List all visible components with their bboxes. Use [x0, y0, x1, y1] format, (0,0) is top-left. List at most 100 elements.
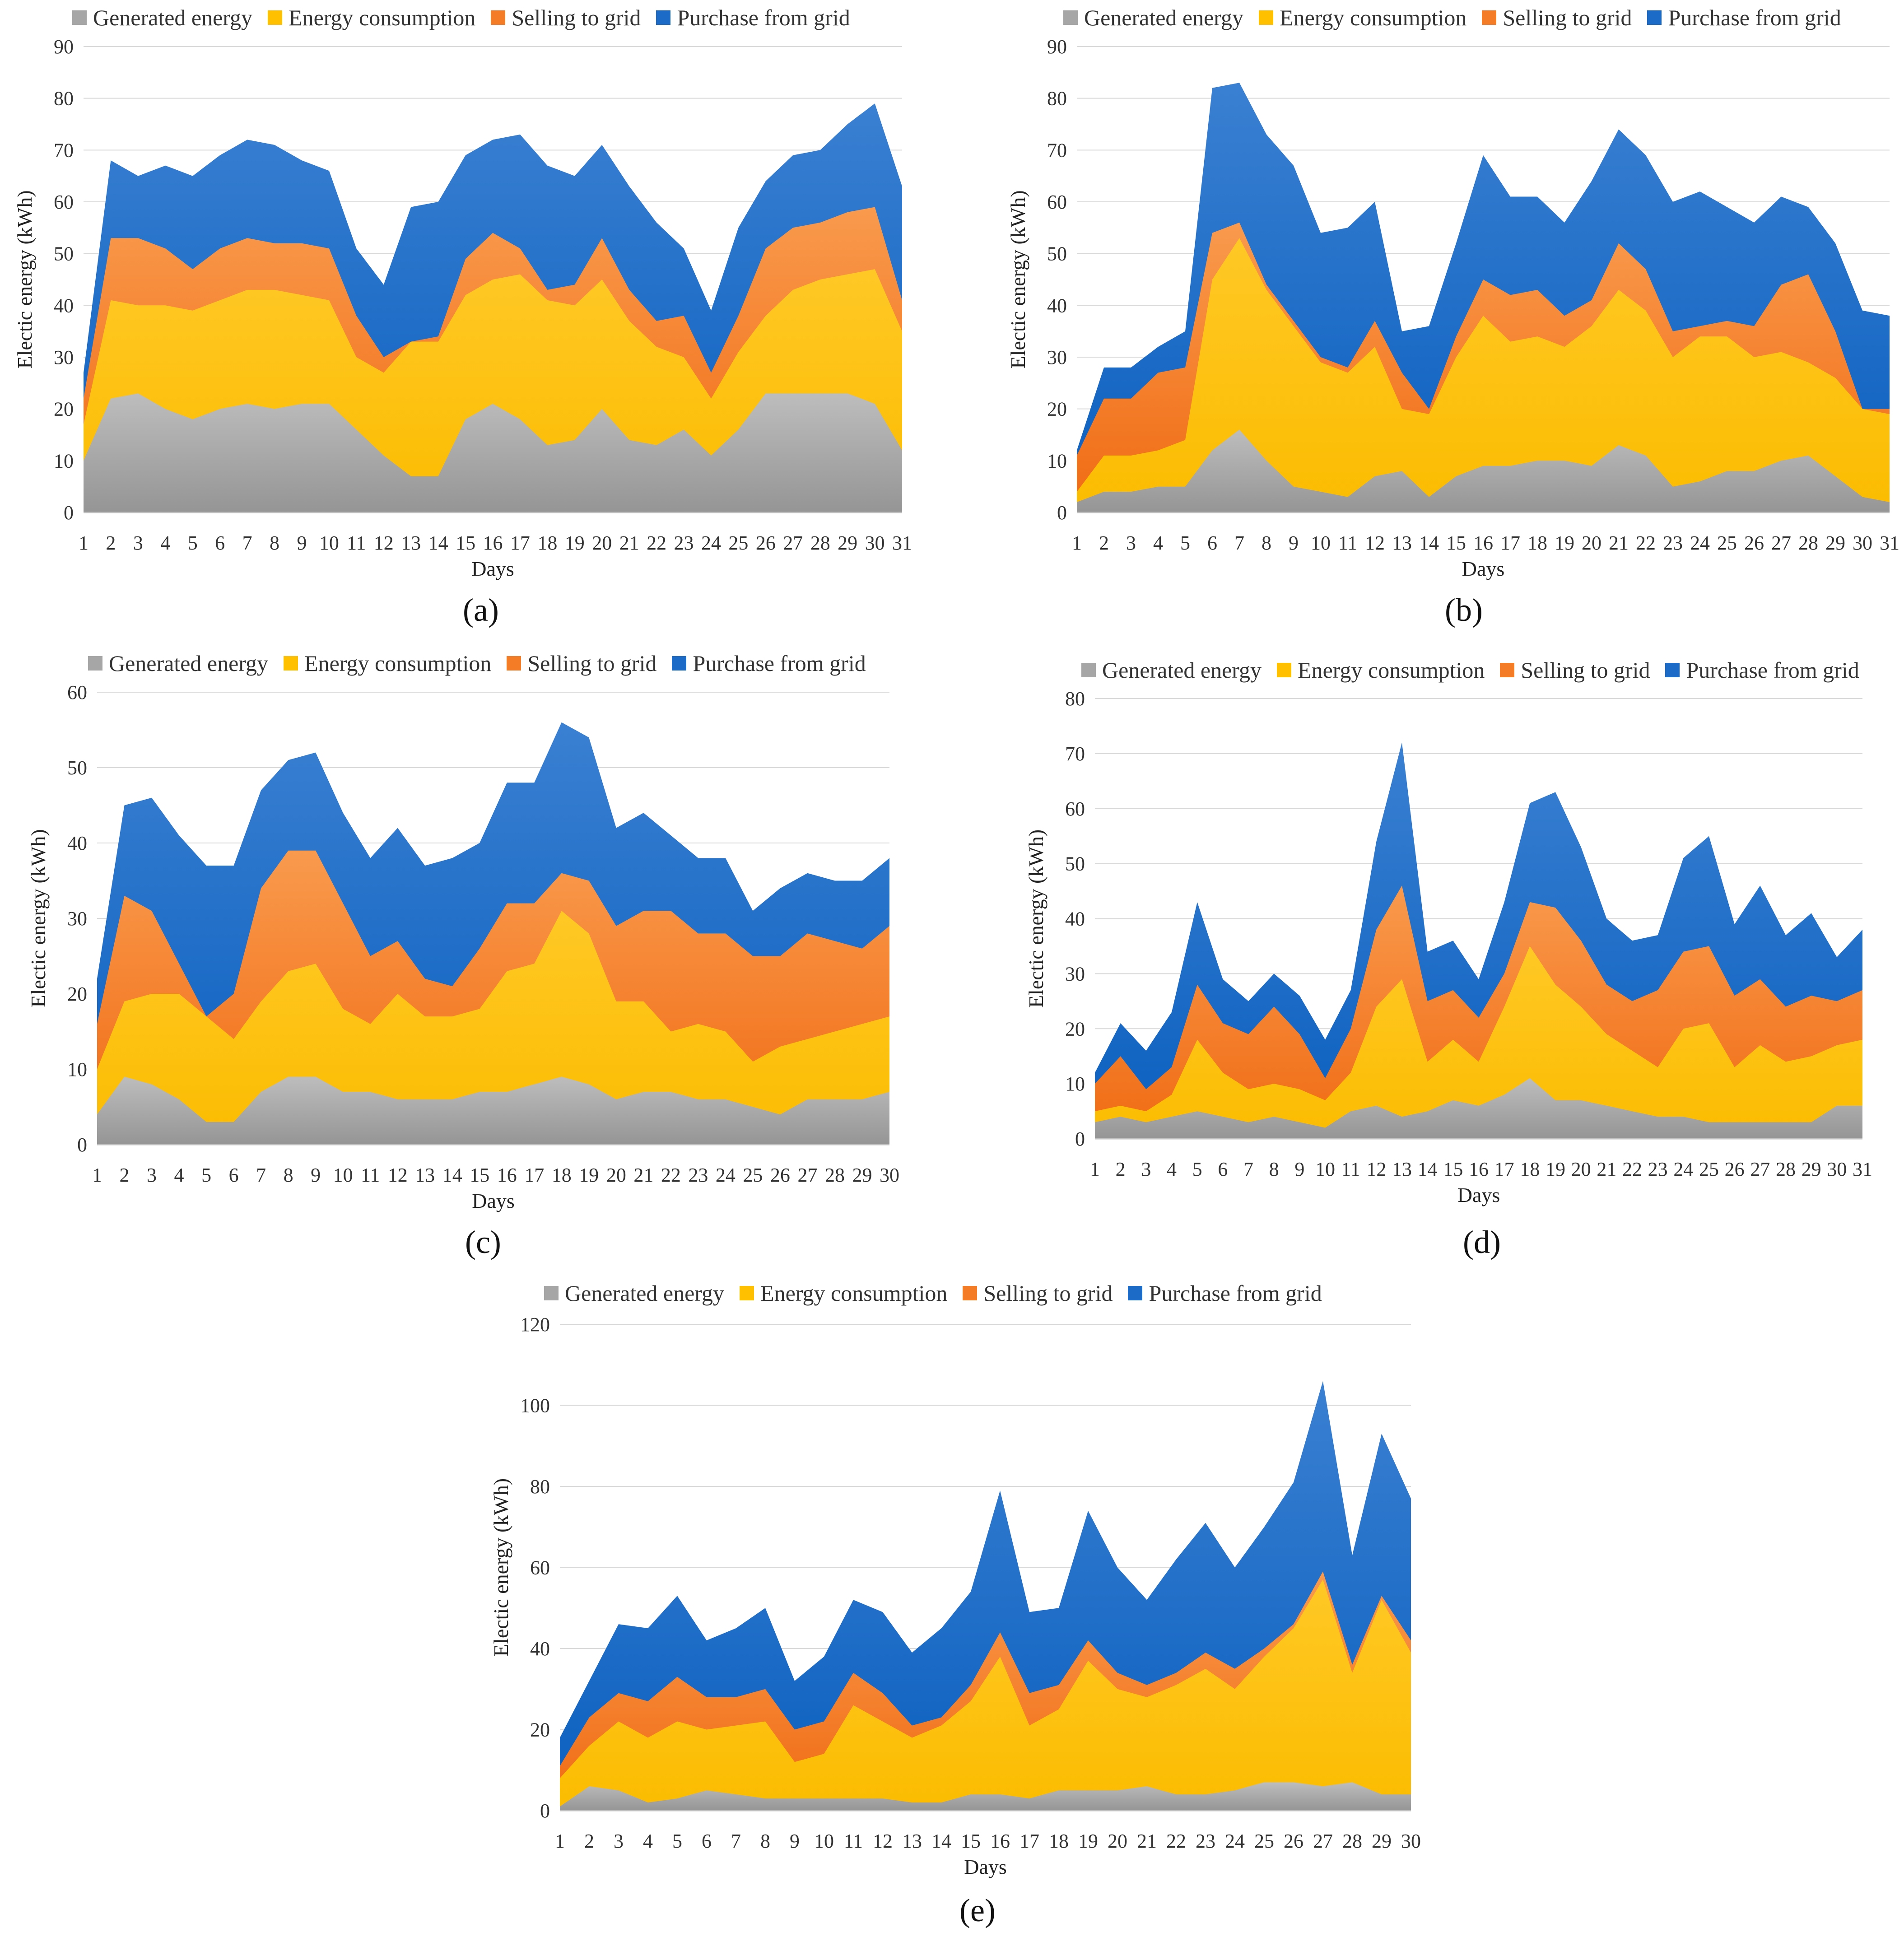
x-tick-label: 30 [1401, 1830, 1421, 1852]
x-tick-label: 25 [1717, 532, 1737, 554]
x-tick-label: 1 [79, 532, 88, 554]
x-tick-label: 2 [584, 1830, 594, 1852]
x-tick-label: 6 [702, 1830, 712, 1852]
caption-e: (e) [959, 1892, 996, 1928]
x-tick-label: 9 [1289, 532, 1299, 554]
x-tick-label: 27 [1750, 1158, 1770, 1180]
legend-label-selling: Selling to grid [512, 5, 641, 30]
legend-item-generated: Generated energy [1081, 657, 1262, 683]
legend-item-purchase: Purchase from grid [1128, 1280, 1322, 1306]
legend-item-selling: Selling to grid [491, 5, 641, 31]
x-tick-label: 20 [606, 1164, 626, 1186]
y-axis-title: Electic energy (kWh) [27, 829, 50, 1007]
legend-swatch-selling [491, 10, 506, 25]
x-tick-label: 26 [1284, 1830, 1303, 1852]
x-tick-label: 23 [1663, 532, 1683, 554]
x-tick-label: 5 [201, 1164, 211, 1186]
y-tick-label: 90 [54, 36, 74, 58]
x-tick-label: 15 [456, 532, 475, 554]
legend-item-generated: Generated energy [1063, 5, 1243, 31]
x-tick-label: 30 [865, 532, 885, 554]
legend-label-generated: Generated energy [1084, 5, 1244, 30]
x-tick-label: 21 [1137, 1830, 1157, 1852]
x-axis-title: Days [471, 557, 514, 580]
x-tick-label: 31 [892, 532, 912, 554]
legend-swatch-consumption [740, 1286, 754, 1300]
area-generated [560, 1782, 1411, 1811]
y-tick-label: 40 [530, 1638, 550, 1660]
y-tick-label: 60 [54, 191, 74, 213]
y-tick-label: 80 [530, 1476, 550, 1498]
legend-item-consumption: Energy consumption [268, 5, 475, 31]
x-tick-label: 8 [1262, 532, 1271, 554]
x-tick-label: 8 [270, 532, 279, 554]
legend-label-consumption: Energy consumption [1298, 657, 1485, 683]
x-tick-label: 31 [1853, 1158, 1872, 1180]
x-tick-label: 20 [1582, 532, 1601, 554]
x-tick-label: 8 [1269, 1158, 1279, 1180]
x-tick-label: 6 [229, 1164, 239, 1186]
legend-swatch-generated [1063, 10, 1078, 25]
legend-c: Generated energy Energy consumption Sell… [88, 650, 866, 676]
x-tick-label: 24 [1673, 1158, 1693, 1180]
x-tick-label: 13 [1392, 1158, 1412, 1180]
x-tick-label: 7 [242, 532, 252, 554]
x-tick-label: 16 [1469, 1158, 1489, 1180]
x-tick-label: 14 [442, 1164, 462, 1186]
y-tick-label: 60 [67, 681, 87, 703]
x-tick-label: 26 [770, 1164, 790, 1186]
legend-label-purchase: Purchase from grid [693, 651, 866, 676]
y-tick-label: 50 [1047, 243, 1067, 265]
x-tick-label: 25 [1254, 1830, 1274, 1852]
legend-swatch-selling [1482, 10, 1497, 25]
x-tick-label: 3 [1126, 532, 1136, 554]
x-tick-label: 7 [1243, 1158, 1253, 1180]
x-tick-label: 21 [633, 1164, 653, 1186]
x-tick-label: 25 [743, 1164, 763, 1186]
x-tick-label: 10 [333, 1164, 353, 1186]
y-tick-label: 40 [1065, 908, 1085, 930]
legend-item-purchase: Purchase from grid [1665, 657, 1859, 683]
x-tick-label: 10 [319, 532, 339, 554]
legend-swatch-consumption [268, 10, 283, 25]
y-tick-label: 80 [1047, 88, 1067, 110]
x-tick-label: 4 [643, 1830, 653, 1852]
x-tick-label: 20 [1571, 1158, 1591, 1180]
x-tick-label: 12 [873, 1830, 893, 1852]
x-tick-label: 23 [1648, 1158, 1668, 1180]
y-tick-label: 70 [1047, 139, 1067, 161]
x-tick-label: 9 [1294, 1158, 1304, 1180]
chart-panel-b: Generated energy Energy consumption Sell… [950, 0, 1904, 641]
y-tick-label: 70 [54, 139, 74, 161]
x-tick-label: 14 [931, 1830, 951, 1852]
y-tick-label: 0 [64, 502, 74, 524]
x-axis-title: Days [964, 1855, 1007, 1878]
x-tick-label: 22 [1622, 1158, 1642, 1180]
x-tick-label: 3 [133, 532, 143, 554]
x-tick-label: 30 [880, 1164, 899, 1186]
x-tick-label: 1 [1090, 1158, 1100, 1180]
x-tick-label: 6 [215, 532, 225, 554]
x-tick-label: 28 [1776, 1158, 1796, 1180]
y-tick-label: 20 [1065, 1018, 1085, 1040]
x-tick-label: 4 [1153, 532, 1163, 554]
x-tick-label: 28 [1798, 532, 1818, 554]
area-generated [97, 1076, 889, 1145]
x-tick-label: 5 [188, 532, 198, 554]
y-tick-label: 30 [1065, 963, 1085, 985]
x-tick-label: 19 [1078, 1830, 1098, 1852]
x-tick-label: 26 [1725, 1158, 1745, 1180]
y-tick-label: 0 [540, 1800, 550, 1822]
y-tick-label: 0 [77, 1134, 87, 1156]
y-tick-label: 40 [54, 294, 74, 317]
x-tick-label: 6 [1207, 532, 1217, 554]
y-tick-label: 10 [1065, 1073, 1085, 1095]
y-tick-label: 100 [520, 1395, 550, 1417]
x-tick-label: 26 [756, 532, 776, 554]
legend-item-selling: Selling to grid [963, 1280, 1113, 1306]
x-tick-label: 2 [106, 532, 116, 554]
legend-swatch-selling [507, 656, 521, 671]
x-axis-title: Days [1457, 1183, 1500, 1206]
legend-label-consumption: Energy consumption [289, 5, 476, 30]
